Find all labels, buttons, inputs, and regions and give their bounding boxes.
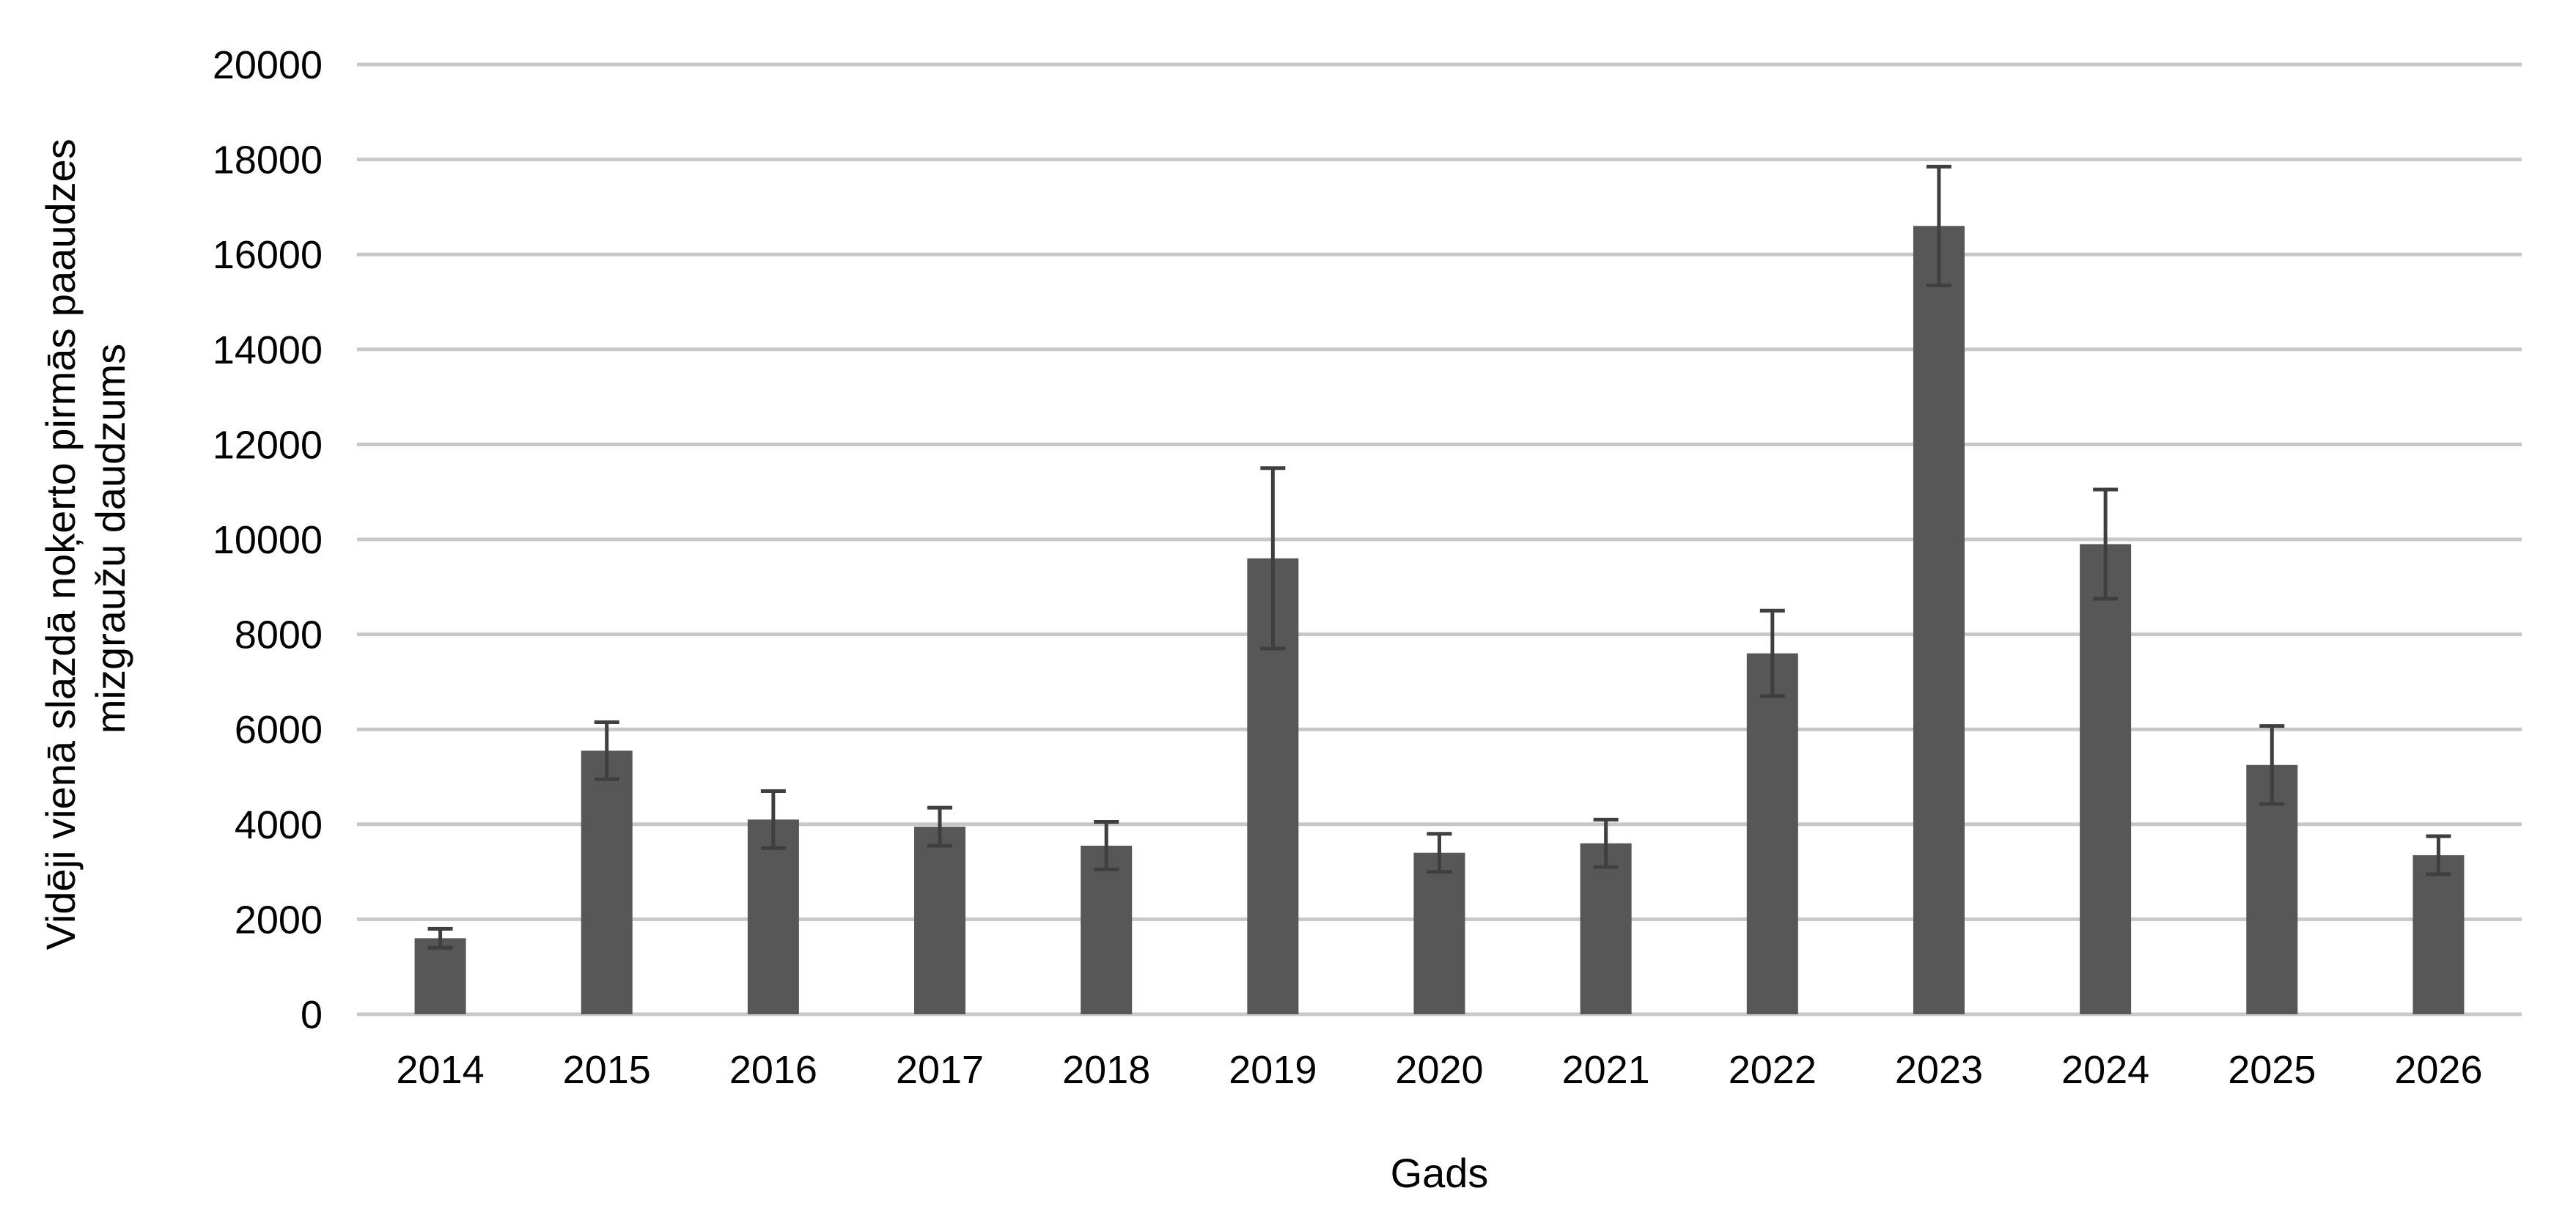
bar-2015 <box>581 750 633 1014</box>
bars <box>414 226 2465 1014</box>
error-bar-2020 <box>1427 832 1452 874</box>
error-bar-2016 <box>760 789 786 850</box>
x-tick-label: 2020 <box>1395 1048 1483 1092</box>
error-bar-2015 <box>594 720 619 781</box>
error-bar-2023 <box>1926 164 1951 287</box>
error-bar-2018 <box>1094 820 1119 871</box>
y-tick-label: 14000 <box>213 328 323 372</box>
error-bars <box>427 164 2451 950</box>
error-bar-2019 <box>1260 466 1286 651</box>
bar-2026 <box>2413 855 2465 1014</box>
bar-2016 <box>747 819 799 1014</box>
x-tick-label: 2016 <box>729 1048 817 1092</box>
error-bar-2024 <box>2093 487 2119 601</box>
bar-2020 <box>1413 852 1465 1014</box>
x-tick-label: 2023 <box>1895 1048 1983 1092</box>
error-bar-2014 <box>427 926 453 950</box>
y-tick-label: 10000 <box>213 518 323 562</box>
x-tick-label: 2017 <box>896 1048 984 1092</box>
y-tick-label: 16000 <box>213 233 323 277</box>
y-axis-title: Vidēji vienā slazdā noķerto pirmās paaud… <box>37 128 133 951</box>
x-tick-label: 2021 <box>1562 1048 1650 1092</box>
x-tick-label: 2018 <box>1062 1048 1150 1092</box>
x-tick-label: 2014 <box>397 1048 485 1092</box>
error-bar-2026 <box>2426 834 2451 876</box>
bar-2017 <box>914 827 966 1014</box>
y-axis-title-line-1: Vidēji vienā slazdā noķerto pirmās paaud… <box>37 139 84 950</box>
y-tick-label: 8000 <box>235 613 323 657</box>
x-axis-title: Gads <box>1391 1150 1489 1196</box>
bar-2023 <box>1913 226 1965 1014</box>
error-bar-2025 <box>2259 724 2285 806</box>
y-tick-label: 2000 <box>235 898 323 942</box>
x-tick-label: 2019 <box>1229 1048 1317 1092</box>
x-tick-labels: 2014 2015 2016 2017 2018 2019 2020 2021 2022 2023… <box>397 1048 2483 1092</box>
error-bar-2017 <box>927 805 953 848</box>
x-tick-label: 2022 <box>1729 1048 1817 1092</box>
bar-2014 <box>414 938 466 1014</box>
gridlines <box>357 62 2522 1016</box>
y-tick-labels: 0 2000 4000 6000 8000 10000 12000 14000 16000 180… <box>213 43 323 1037</box>
y-tick-label: 12000 <box>213 423 323 467</box>
y-tick-label: 18000 <box>213 139 323 182</box>
bar-2018 <box>1081 845 1133 1014</box>
bar-2022 <box>1746 653 1798 1014</box>
bar-2021 <box>1580 843 1632 1014</box>
x-tick-label: 2025 <box>2228 1048 2316 1092</box>
y-tick-label: 4000 <box>235 803 323 847</box>
bar-2024 <box>2080 544 2132 1014</box>
bar-2025 <box>2246 764 2298 1014</box>
y-tick-label: 0 <box>301 993 323 1037</box>
y-tick-label: 6000 <box>235 708 323 752</box>
x-tick-label: 2026 <box>2394 1048 2482 1092</box>
y-axis-title-line-2: mizgraužu daudzums <box>87 344 133 734</box>
error-bar-2021 <box>1593 817 1619 869</box>
x-tick-label: 2015 <box>563 1048 651 1092</box>
error-bar-2022 <box>1759 608 1785 698</box>
x-tick-label: 2024 <box>2061 1048 2149 1092</box>
y-tick-label: 20000 <box>213 43 323 87</box>
